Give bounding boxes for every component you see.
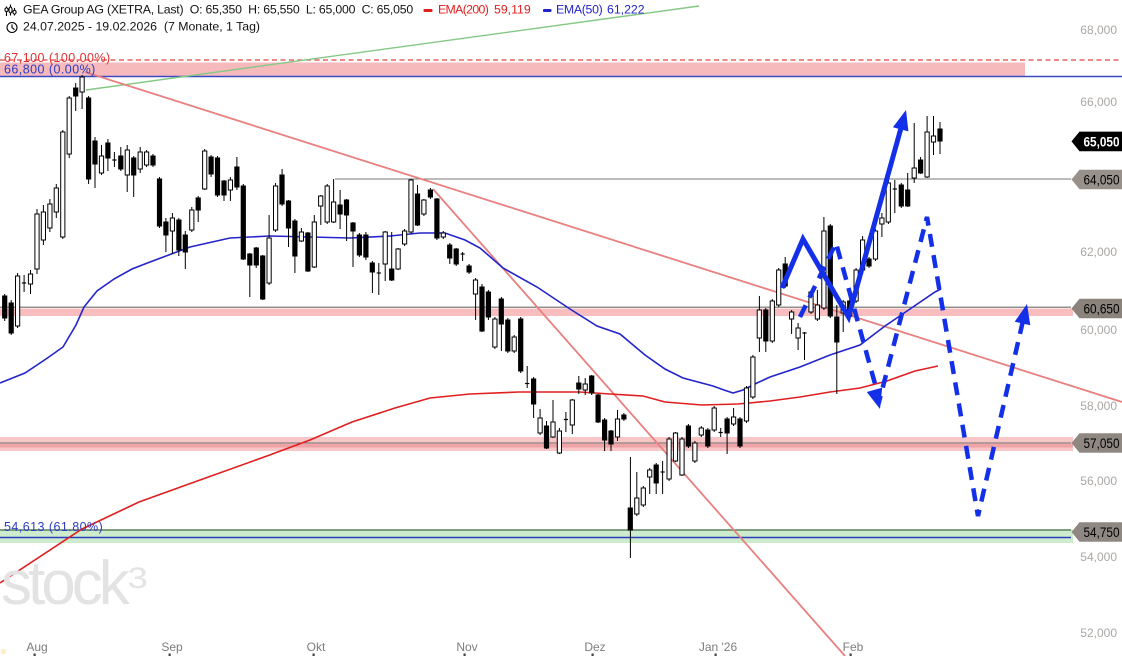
svg-text:56,000: 56,000 <box>1080 474 1117 488</box>
svg-text:Okt: Okt <box>307 640 326 654</box>
svg-text:Aug: Aug <box>26 640 47 654</box>
svg-text:66,800 (0.00%): 66,800 (0.00%) <box>4 63 96 77</box>
svg-text:58,000: 58,000 <box>1080 399 1117 413</box>
svg-text:62,000: 62,000 <box>1080 245 1117 259</box>
svg-text:59,119: 59,119 <box>494 3 531 17</box>
svg-text:EMA(200): EMA(200) <box>438 3 489 17</box>
svg-text:61,222: 61,222 <box>607 3 645 17</box>
svg-text:EMA(50): EMA(50) <box>556 3 603 17</box>
svg-text:65,050: 65,050 <box>1084 134 1120 149</box>
svg-text:GEA Group AG (XETRA, Last) O:: GEA Group AG (XETRA, Last) O: 65,350 H: … <box>23 3 413 17</box>
svg-text:24.07.2025 - 19.02.2026 (7 Mo: 24.07.2025 - 19.02.2026 (7 Monate, 1 Tag… <box>23 20 260 34</box>
svg-text:54,613 (61.80%): 54,613 (61.80%) <box>4 520 103 534</box>
svg-text:Sep: Sep <box>161 640 183 654</box>
svg-text:66,000: 66,000 <box>1080 95 1117 109</box>
svg-text:67,100 (100.00%): 67,100 (100.00%) <box>4 51 111 65</box>
svg-text:Nov: Nov <box>456 640 477 654</box>
svg-text:54,750: 54,750 <box>1084 525 1120 540</box>
svg-text:54,000: 54,000 <box>1080 550 1117 564</box>
svg-text:57,050: 57,050 <box>1084 436 1120 451</box>
svg-text:60,650: 60,650 <box>1084 302 1120 317</box>
svg-text:3: 3 <box>128 562 148 595</box>
svg-text:52,000: 52,000 <box>1080 626 1117 640</box>
svg-text:Dez: Dez <box>584 640 605 654</box>
svg-text:Jan '26: Jan '26 <box>699 640 738 654</box>
svg-text:64,050: 64,050 <box>1084 173 1120 188</box>
svg-text:Feb: Feb <box>843 640 864 654</box>
svg-text:68,000: 68,000 <box>1080 23 1117 37</box>
svg-text:stock: stock <box>1 549 131 618</box>
svg-text:60,000: 60,000 <box>1080 323 1117 337</box>
